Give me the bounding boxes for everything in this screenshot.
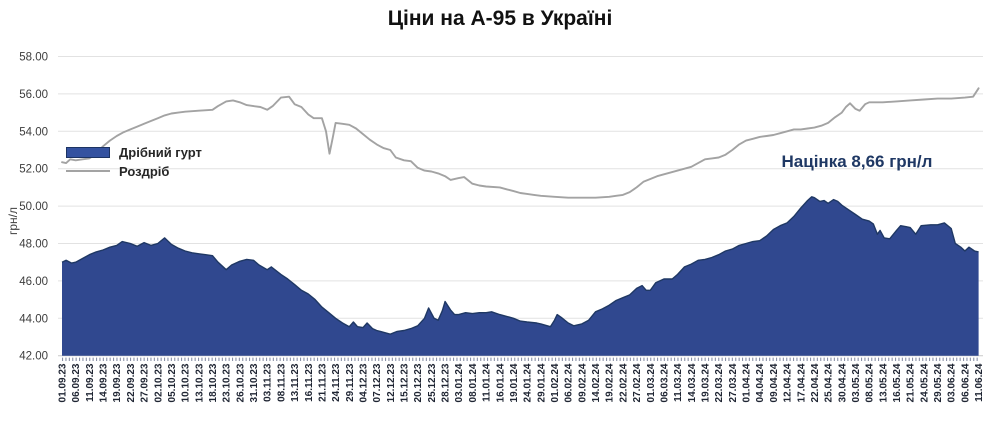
x-axis-label: 08.11.23 xyxy=(276,363,287,402)
x-axis-label: 25.12.23 xyxy=(427,363,438,402)
x-axis-label: 19.03.24 xyxy=(701,363,712,402)
y-axis-tick-label: 44.00 xyxy=(19,313,48,325)
x-axis-label: 03.11.23 xyxy=(263,363,274,402)
x-axis-label: 01.09.23 xyxy=(58,363,69,402)
x-axis-label: 30.04.24 xyxy=(837,363,848,402)
x-axis-label: 23.10.23 xyxy=(222,363,233,402)
x-axis-label: 04.12.23 xyxy=(359,363,370,402)
x-axis-label: 29.05.24 xyxy=(933,363,944,402)
x-axis-label: 13.05.24 xyxy=(878,363,889,402)
x-axis-label: 25.04.24 xyxy=(824,363,835,402)
x-axis-label: 06.09.23 xyxy=(71,363,82,402)
x-axis-label: 16.05.24 xyxy=(892,363,903,402)
x-axis-label: 04.04.24 xyxy=(755,363,766,402)
legend-label: Дрібний гурт xyxy=(119,144,202,160)
area-swatch-icon xyxy=(66,146,110,158)
x-axis-label: 24.11.23 xyxy=(331,363,342,402)
x-axis-label: 16.11.23 xyxy=(304,363,315,402)
x-axis-label: 24.05.24 xyxy=(919,363,930,402)
markup-annotation: Націнка 8,66 грн/л xyxy=(781,152,933,171)
x-axis-label: 14.02.24 xyxy=(591,363,602,402)
x-axis-label: 22.02.24 xyxy=(618,363,629,402)
x-axis-label: 11.03.24 xyxy=(673,363,684,402)
x-axis-label: 27.09.23 xyxy=(140,363,151,402)
x-axis-label: 22.04.24 xyxy=(810,363,821,402)
y-axis-tick-label: 48.00 xyxy=(19,239,48,251)
x-axis-label: 27.03.24 xyxy=(728,363,739,402)
legend: Дрібний гурт Роздріб xyxy=(66,145,202,183)
x-axis-label: 14.03.24 xyxy=(687,363,698,402)
legend-item-rozdrib: Роздріб xyxy=(66,163,202,179)
x-axis-label: 22.03.24 xyxy=(714,363,725,402)
x-axis-label: 17.04.24 xyxy=(796,363,807,402)
x-axis-label: 21.11.23 xyxy=(317,363,328,402)
y-axis-tick-label: 58.00 xyxy=(19,52,48,64)
x-axis-label: 03.06.24 xyxy=(947,363,958,402)
x-axis-label: 22.09.23 xyxy=(126,363,137,402)
x-axis-label: 03.05.24 xyxy=(851,363,862,402)
x-axis-label: 05.10.23 xyxy=(167,363,178,402)
x-axis-label: 01.02.24 xyxy=(550,363,561,402)
x-axis-label: 08.01.24 xyxy=(468,363,479,402)
x-axis-label: 08.05.24 xyxy=(865,363,876,402)
x-axis-label: 03.01.24 xyxy=(454,363,465,402)
area-series-dribnyi-hurt xyxy=(62,196,979,356)
y-axis-tick-label: 46.00 xyxy=(19,276,48,288)
x-axis-label: 19.02.24 xyxy=(605,363,616,402)
legend-label: Роздріб xyxy=(119,163,170,179)
y-axis-tick-label: 42.00 xyxy=(19,351,48,363)
x-axis-label: 13.10.23 xyxy=(194,363,205,402)
x-axis-label: 29.11.23 xyxy=(345,363,356,402)
x-axis-label: 11.09.23 xyxy=(85,363,96,402)
x-axis-label: 01.04.24 xyxy=(742,363,753,402)
x-axis-label: 19.09.23 xyxy=(112,363,123,402)
y-axis-tick-label: 56.00 xyxy=(19,89,48,101)
x-axis-label: 06.02.24 xyxy=(564,363,575,402)
x-axis-label: 13.11.23 xyxy=(290,363,301,402)
x-axis-label: 06.03.24 xyxy=(659,363,670,402)
x-axis-label: 10.10.23 xyxy=(181,363,192,402)
x-axis-label: 24.01.24 xyxy=(523,363,534,402)
x-axis-label: 29.01.24 xyxy=(536,363,547,402)
x-axis-label: 06.06.24 xyxy=(960,363,971,402)
x-axis-label: 18.10.23 xyxy=(208,363,219,402)
chart-title: Ціни на А-95 в Україні xyxy=(387,7,613,30)
x-axis-label: 20.12.23 xyxy=(413,363,424,402)
x-axis-label: 16.01.24 xyxy=(495,363,506,402)
y-axis-tick-label: 52.00 xyxy=(19,164,48,176)
x-axis-label: 19.01.24 xyxy=(509,363,520,402)
x-axis-label: 31.10.23 xyxy=(249,363,260,402)
x-axis-label: 11.06.24 xyxy=(974,363,985,402)
legend-item-dribnyi-hurt: Дрібний гурт xyxy=(66,144,202,160)
y-axis-title: грн/л xyxy=(6,207,20,236)
line-swatch-icon xyxy=(66,169,110,173)
x-axis-label: 15.12.23 xyxy=(400,363,411,402)
x-axis-label: 12.12.23 xyxy=(386,363,397,402)
x-axis-label: 09.04.24 xyxy=(769,363,780,402)
x-axis-label: 14.09.23 xyxy=(99,363,110,402)
x-axis-label: 11.01.24 xyxy=(482,363,493,402)
x-axis-label: 12.04.24 xyxy=(783,363,794,402)
x-axis-label: 02.10.23 xyxy=(153,363,164,402)
x-axis-label: 26.10.23 xyxy=(235,363,246,402)
y-axis-tick-label: 50.00 xyxy=(19,201,48,213)
x-axis-label: 27.02.24 xyxy=(632,363,643,402)
y-axis-tick-label: 54.00 xyxy=(19,126,48,138)
x-axis-label: 07.12.23 xyxy=(372,363,383,402)
x-axis-label: 28.12.23 xyxy=(441,363,452,402)
x-axis-label: 21.05.24 xyxy=(906,363,917,402)
line-series-rozdrib xyxy=(61,87,980,199)
area-series-outline xyxy=(61,196,979,335)
x-axis-label: 09.02.24 xyxy=(577,363,588,402)
x-axis-label: 01.03.24 xyxy=(646,363,657,402)
